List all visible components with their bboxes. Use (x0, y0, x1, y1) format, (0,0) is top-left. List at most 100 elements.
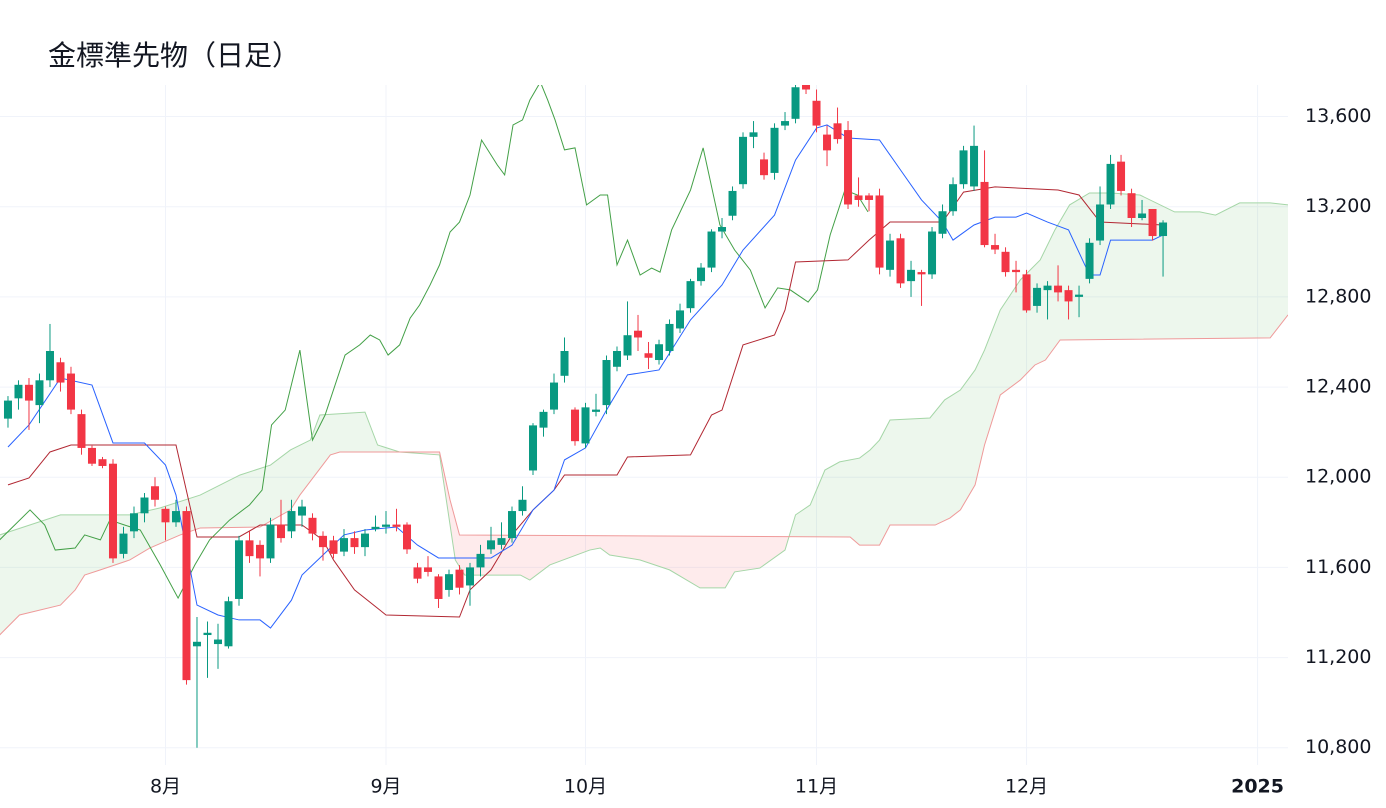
candle-body (1127, 193, 1136, 218)
candle-body (45, 351, 54, 381)
candle-body (98, 459, 107, 466)
candle-body (182, 511, 191, 681)
candle-body (928, 231, 937, 275)
candle-body (991, 245, 1000, 250)
candle-body (350, 538, 359, 548)
candle-body (644, 353, 653, 358)
candle-body (203, 632, 212, 636)
candle-body (140, 497, 149, 514)
candle-body (571, 409, 580, 442)
candle-body (360, 533, 369, 548)
candle-body (276, 524, 285, 539)
candle-body (854, 195, 863, 200)
candle-body (287, 511, 296, 532)
candle-body (371, 526, 380, 530)
candle-body (592, 409, 601, 412)
candle-body (1159, 222, 1168, 237)
candle-body (686, 281, 695, 309)
candle-body (508, 511, 517, 539)
candle-body (434, 576, 443, 599)
candle-body (224, 601, 233, 647)
candle-body (550, 382, 559, 410)
candle-body (791, 87, 800, 119)
candle-body (844, 130, 853, 205)
candle-body (1001, 251, 1010, 273)
candle-body (770, 127, 779, 173)
indicator-line (0, 192, 1288, 589)
candle-body (87, 447, 96, 464)
x-tick-label: 2025 (1231, 776, 1284, 798)
candle-body (1148, 208, 1157, 237)
candle-body (56, 362, 65, 383)
candle-body (581, 407, 590, 444)
plot-area (0, 85, 1288, 748)
candle-body (728, 190, 737, 216)
candle-body (739, 136, 748, 185)
candle-body (487, 540, 496, 550)
candle-body (445, 574, 454, 590)
candle-body (308, 517, 317, 534)
candle-body (676, 310, 685, 329)
indicator-line (7, 186, 1164, 618)
candle-body (1064, 290, 1073, 302)
y-tick-label: 13,600 (1305, 105, 1371, 127)
cloud-fill (789, 192, 1288, 546)
candle-body (781, 121, 790, 126)
candle-body (245, 540, 254, 557)
candle-body (980, 181, 989, 246)
candle-body (497, 538, 506, 545)
candle-body (938, 211, 947, 234)
candle-body (329, 540, 338, 554)
candle-body (865, 195, 874, 200)
candle-body (424, 567, 433, 572)
candle-body (476, 553, 485, 568)
indicator-line (0, 314, 1288, 636)
y-tick-label: 13,200 (1305, 195, 1371, 217)
candle-body (3, 400, 12, 419)
candle-body (760, 159, 769, 176)
candle-body (886, 240, 895, 270)
candle-body (802, 85, 811, 90)
candle-body (529, 425, 538, 471)
y-tick-label: 11,200 (1305, 646, 1371, 668)
candle-body (634, 330, 643, 338)
candle-body (413, 567, 422, 579)
candle-body (1022, 274, 1031, 311)
candle-body (234, 540, 243, 599)
candle-body (949, 184, 958, 212)
candle-body (77, 414, 86, 448)
candle-body (655, 344, 664, 361)
candle-body (119, 533, 128, 554)
candle-body (14, 384, 23, 399)
candle-body (875, 195, 884, 268)
x-tick-label: 12月 (1005, 776, 1048, 798)
candle-body (382, 524, 391, 527)
candle-body (539, 411, 548, 428)
candle-body (318, 535, 327, 548)
candle-body (35, 380, 44, 406)
x-tick-label: 9月 (370, 776, 401, 798)
candle-body (66, 373, 75, 410)
candle-body (518, 499, 527, 512)
candle-body (466, 567, 475, 586)
candle-body (161, 508, 170, 523)
candle-body (812, 100, 821, 126)
y-tick-label: 12,400 (1305, 376, 1371, 398)
chart-title: 金標準先物（日足） (48, 39, 300, 72)
y-tick-label: 12,000 (1305, 466, 1371, 488)
x-tick-label: 10月 (564, 776, 607, 798)
x-tick-label: 11月 (795, 776, 838, 798)
candle-body (255, 544, 264, 559)
candle-body (602, 360, 611, 406)
candle-body (150, 486, 159, 500)
candle-body (907, 269, 916, 282)
candle-body (665, 323, 674, 351)
candle-body (613, 351, 622, 367)
candle-body (823, 134, 832, 151)
candle-body (1096, 204, 1105, 241)
candle-body (339, 538, 348, 552)
candle-body (392, 524, 401, 527)
candle-body (718, 227, 727, 232)
